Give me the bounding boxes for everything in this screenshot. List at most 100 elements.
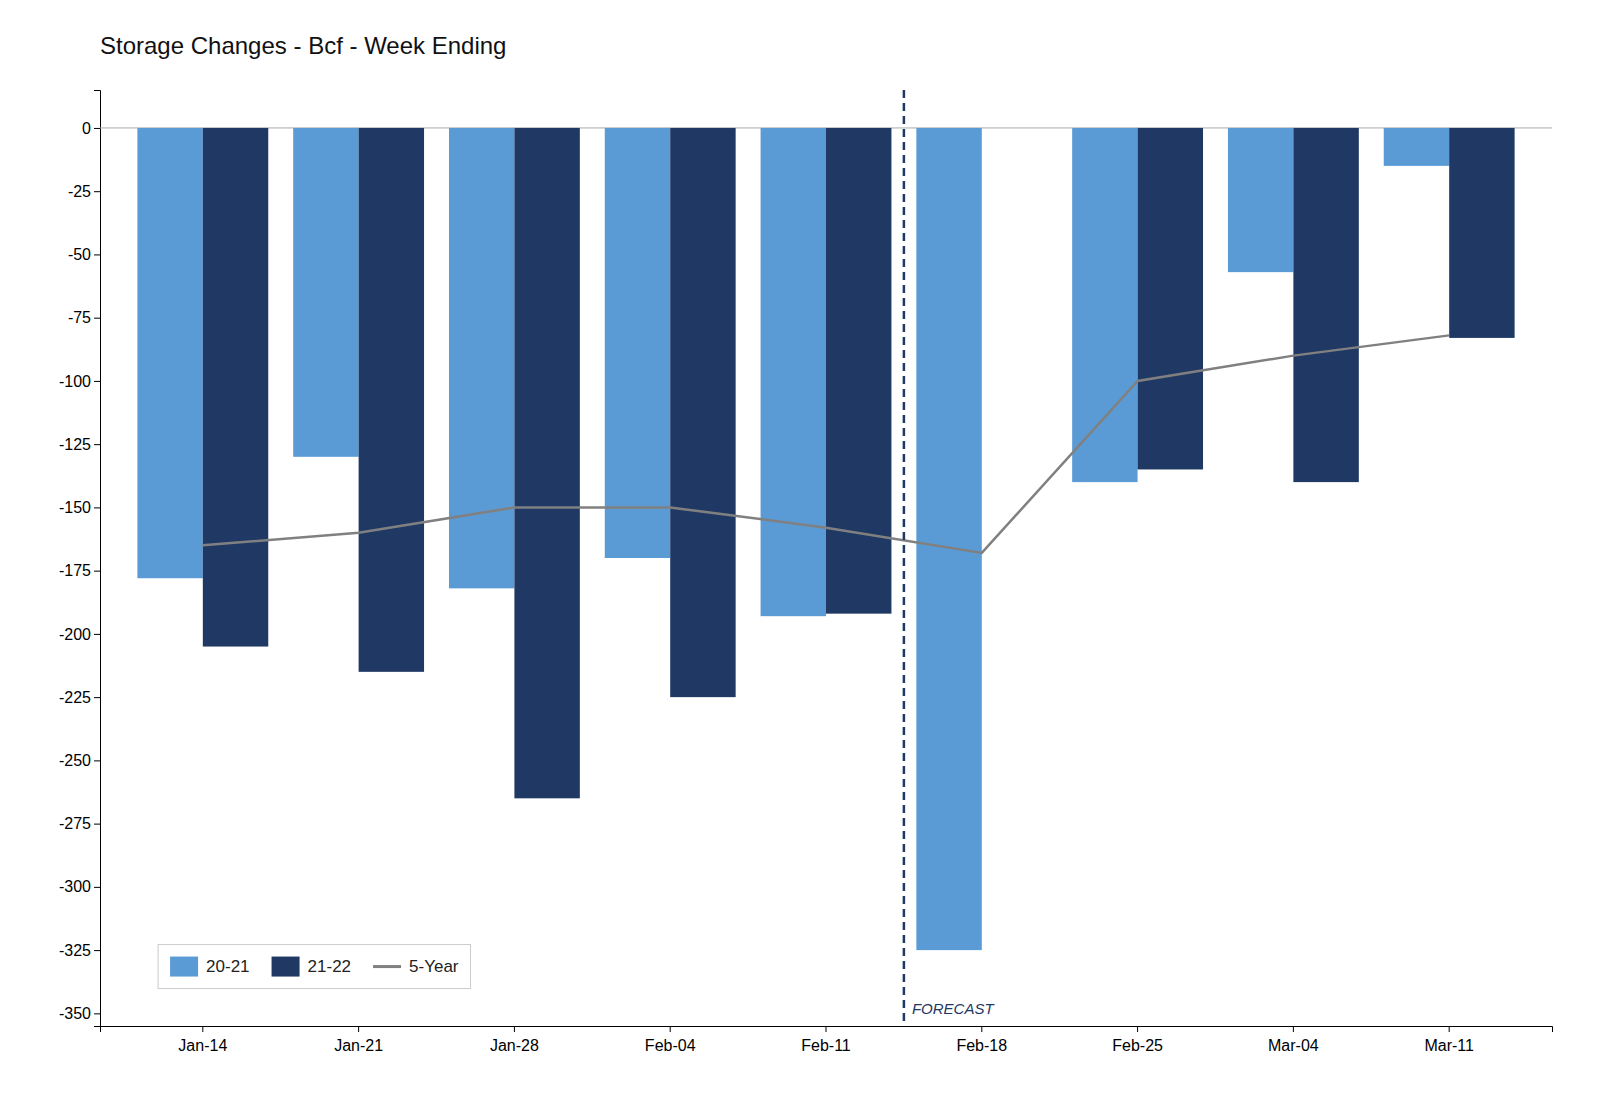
bar	[1293, 128, 1358, 482]
x-tick: Mar-11	[1424, 1026, 1474, 1054]
x-tick-mark	[358, 1026, 359, 1032]
y-tick-mark	[94, 191, 100, 192]
x-tick-mark	[202, 1026, 203, 1032]
y-tick-label: -200	[59, 626, 91, 643]
x-tick: Feb-25	[1112, 1026, 1163, 1054]
y-axis: 0 -25 -50 -75 -100 -125 -150 -175 -200 -225 -250 -2…	[59, 91, 101, 1027]
y-tick-label: -325	[59, 942, 91, 959]
y-tick-mark	[94, 760, 100, 761]
y-tick-label: -250	[59, 752, 91, 769]
y-tick-label: 0	[82, 120, 91, 137]
chart-title: Storage Changes - Bcf - Week Ending	[100, 32, 506, 59]
y-tick-mark	[94, 887, 100, 888]
x-tick: Feb-18	[956, 1026, 1007, 1054]
x-tick: Jan-14	[178, 1026, 227, 1054]
x-tick-label: Mar-04	[1268, 1037, 1319, 1054]
y-tick: -225	[59, 689, 100, 706]
bar	[670, 128, 735, 697]
bar	[1384, 128, 1449, 166]
y-tick: -200	[59, 626, 100, 643]
y-tick-mark	[94, 950, 100, 951]
plot-marks	[100, 90, 1552, 1026]
x-tick-mark	[981, 1026, 982, 1032]
y-tick-label: -275	[59, 815, 91, 832]
y-tick-label: -125	[59, 436, 91, 453]
y-tick-mark	[94, 254, 100, 255]
bar	[605, 128, 670, 558]
legend-label: 21-22	[308, 957, 351, 976]
x-tick: Feb-04	[645, 1026, 696, 1054]
x-tick-label: Feb-04	[645, 1037, 696, 1054]
bar	[514, 128, 579, 798]
y-axis-line	[94, 91, 101, 1027]
legend: 20-21 21-22 5-Year	[158, 945, 470, 989]
legend-label: 5-Year	[409, 957, 459, 976]
x-tick-mark	[514, 1026, 515, 1032]
legend-entry: 20-21	[170, 957, 249, 977]
y-tick-mark	[94, 318, 100, 319]
y-tick: -175	[59, 562, 100, 579]
y-tick: -350	[59, 1005, 100, 1022]
y-tick: -50	[68, 246, 100, 263]
x-tick-mark	[826, 1026, 827, 1032]
forecast-line	[903, 90, 906, 1026]
x-tick-mark	[1137, 1026, 1138, 1032]
y-tick-label: -225	[59, 689, 91, 706]
y-tick-label: -50	[68, 246, 91, 263]
background	[0, 0, 1600, 1106]
y-tick-mark	[94, 128, 100, 129]
legend-swatch	[272, 957, 300, 977]
y-tick-mark	[94, 507, 100, 508]
y-tick-label: -75	[68, 309, 91, 326]
bar	[826, 128, 891, 614]
y-tick-label: -150	[59, 499, 91, 516]
y-tick-mark	[94, 697, 100, 698]
x-tick-label: Jan-21	[334, 1037, 383, 1054]
x-tick-label: Mar-11	[1424, 1037, 1474, 1054]
annotation: FORECAST	[912, 1000, 996, 1017]
bar	[1072, 128, 1137, 482]
x-tick-label: Feb-18	[956, 1037, 1007, 1054]
legend-swatch	[373, 965, 401, 968]
chart-svg: Storage Changes - Bcf - Week Ending 0 -25 -…	[0, 0, 1600, 1106]
x-tick-mark	[1449, 1026, 1450, 1032]
x-axis-line	[101, 1027, 1553, 1033]
bar	[1138, 128, 1203, 470]
bar	[203, 128, 268, 647]
y-tick: -75	[68, 309, 100, 326]
y-tick-label: -300	[59, 878, 91, 895]
x-tick: Mar-04	[1268, 1026, 1319, 1054]
x-tick-label: Jan-28	[490, 1037, 539, 1054]
y-tick: -325	[59, 942, 100, 959]
x-tick: Feb-11	[801, 1026, 851, 1054]
y-tick: -25	[68, 183, 100, 200]
y-tick-label: -175	[59, 562, 91, 579]
y-tick-mark	[94, 381, 100, 382]
legend-box	[158, 945, 470, 989]
x-tick: Jan-21	[334, 1026, 383, 1054]
bar	[1228, 128, 1293, 272]
y-tick-mark	[94, 824, 100, 825]
y-tick: -150	[59, 499, 100, 516]
x-tick-mark	[670, 1026, 671, 1032]
bar	[761, 128, 826, 616]
y-tick-mark	[94, 444, 100, 445]
x-axis: Jan-14 Jan-21 Jan-28 Feb-04 Feb-11 Feb-18 Feb-…	[101, 1026, 1553, 1054]
legend-label: 20-21	[206, 957, 249, 976]
line	[203, 335, 1449, 553]
x-tick-label: Feb-25	[1112, 1037, 1163, 1054]
bar	[293, 128, 358, 457]
legend-entry: 5-Year	[373, 957, 459, 976]
legend-swatch	[170, 957, 198, 977]
y-tick-mark	[94, 1013, 100, 1014]
y-tick: -275	[59, 815, 100, 832]
y-tick: -125	[59, 436, 100, 453]
y-tick: -250	[59, 752, 100, 769]
chart-container: Storage Changes - Bcf - Week Ending 0 -25 -…	[0, 0, 1600, 1106]
y-tick: -300	[59, 878, 100, 895]
bar-series	[137, 128, 1449, 950]
y-tick: -100	[59, 373, 100, 390]
bar	[137, 128, 202, 578]
bar	[916, 128, 981, 950]
bar	[359, 128, 424, 672]
